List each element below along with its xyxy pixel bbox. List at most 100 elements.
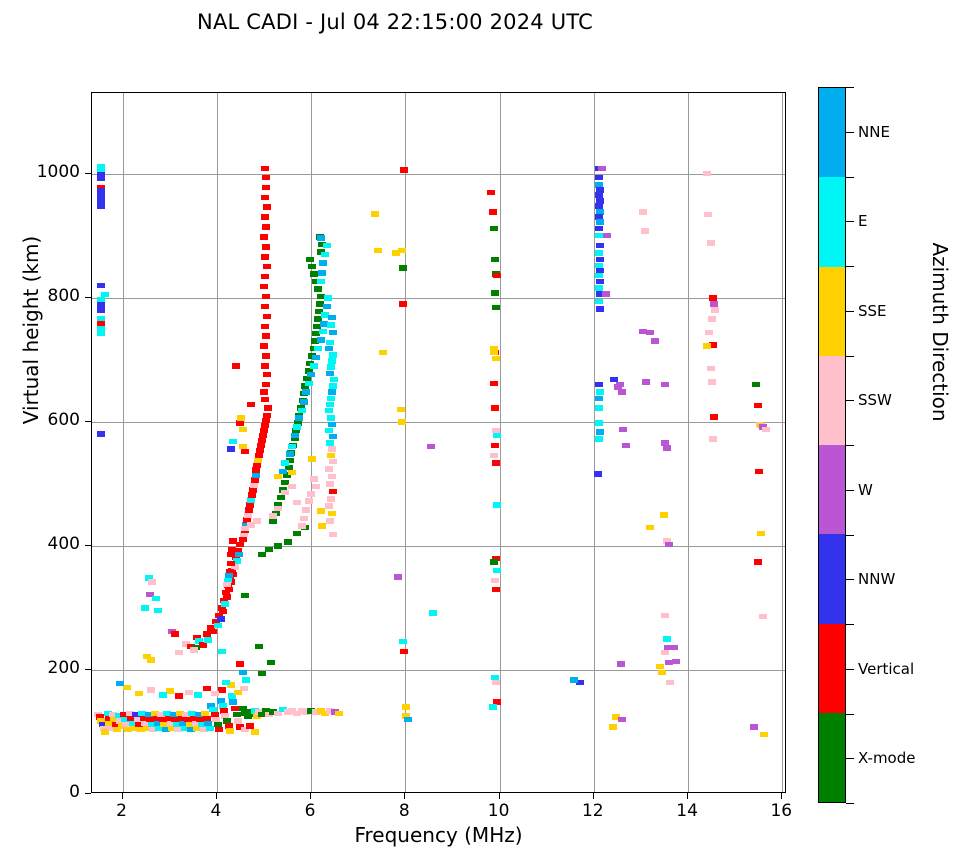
echo-point	[171, 716, 180, 723]
echo-point	[307, 491, 316, 497]
colorbar-tick-edge-5	[846, 534, 854, 536]
echo-point	[246, 401, 255, 408]
echo-point	[326, 452, 335, 458]
echo-point	[97, 431, 106, 437]
echo-point	[402, 704, 411, 710]
echo-point	[109, 711, 118, 718]
echo-point	[177, 715, 186, 722]
echo-point	[489, 345, 498, 352]
colorbar-band-x-mode	[819, 712, 845, 802]
echo-point	[594, 232, 603, 239]
echo-point	[185, 721, 194, 728]
echo-point	[308, 456, 316, 462]
colorbar-ticks	[846, 87, 856, 804]
x-tick-label-2: 2	[116, 801, 127, 821]
echo-point	[708, 295, 717, 301]
echo-point	[219, 708, 228, 714]
echo-point	[318, 241, 327, 248]
echo-point	[198, 642, 207, 648]
echo-point	[262, 412, 271, 419]
echo-point	[490, 256, 499, 262]
colorbar-tick-sse	[846, 310, 854, 312]
echo-point	[97, 163, 106, 169]
echo-point	[397, 247, 406, 254]
echo-point	[326, 395, 335, 401]
echo-point	[224, 577, 233, 584]
echo-point	[262, 244, 271, 250]
echo-point	[97, 307, 106, 313]
echo-point	[276, 494, 285, 501]
x-tick-12	[592, 793, 594, 799]
echo-point	[283, 539, 292, 545]
echo-point	[651, 338, 660, 344]
echo-point	[400, 648, 409, 655]
echo-point	[325, 370, 334, 377]
colorbar-label-nne: NNE	[858, 122, 890, 141]
echo-point	[324, 295, 333, 301]
colorbar-tick-edge-2	[846, 266, 854, 267]
echo-point	[662, 636, 671, 642]
echo-point	[166, 720, 175, 726]
y-tick-0	[85, 793, 91, 794]
echo-point	[595, 187, 604, 193]
echo-point	[397, 419, 406, 425]
echo-point	[97, 330, 106, 337]
echo-point	[662, 538, 671, 544]
colorbar-labels: NNE E SSE SSW W NNW Vertical X-mode	[846, 87, 938, 803]
echo-point	[237, 415, 246, 421]
echo-point	[223, 594, 232, 600]
echo-point	[602, 291, 611, 297]
echo-point	[146, 591, 154, 597]
colorbar-tick-edge-7	[846, 713, 854, 715]
echo-point	[281, 479, 290, 486]
echo-point	[261, 381, 270, 388]
echo-point	[242, 522, 251, 528]
echo-point	[662, 445, 671, 451]
colorbar-tick-edge-0	[846, 87, 854, 88]
echo-point	[309, 476, 318, 482]
echo-point	[259, 432, 267, 439]
echo-point	[493, 432, 502, 439]
echo-point	[490, 577, 499, 584]
echo-point	[257, 711, 266, 718]
echo-point	[575, 679, 584, 686]
echo-point	[288, 708, 297, 714]
echo-point	[284, 464, 293, 471]
echo-point	[97, 193, 106, 200]
echo-point	[260, 303, 269, 310]
colorbar-tick-vertical	[846, 668, 854, 670]
echo-point	[300, 399, 308, 405]
echo-point	[267, 659, 276, 666]
echo-point	[243, 517, 251, 523]
echo-point	[594, 262, 603, 269]
echo-point	[274, 502, 283, 508]
echo-point	[97, 718, 106, 724]
echo-point	[155, 725, 164, 731]
echo-point	[169, 711, 178, 718]
echo-point	[327, 446, 336, 452]
x-tick-6	[310, 793, 312, 799]
echo-point	[290, 432, 299, 439]
echo-point	[216, 616, 225, 622]
echo-point	[708, 342, 717, 348]
echo-point	[238, 426, 247, 432]
echo-point	[288, 443, 297, 450]
echo-point	[136, 726, 145, 733]
echo-point	[399, 638, 407, 645]
echo-point	[260, 422, 269, 429]
x-tick-14	[687, 793, 689, 799]
echo-point	[221, 713, 230, 719]
echo-point	[113, 726, 121, 733]
colorbar-tick-edge-6	[846, 624, 854, 625]
echo-point	[255, 643, 264, 650]
echo-point	[261, 224, 270, 230]
echo-point	[256, 447, 265, 454]
echo-point	[116, 718, 125, 724]
gridline-y-1000	[92, 173, 785, 175]
echo-point	[310, 338, 319, 344]
gridline-x-14	[688, 93, 690, 792]
echo-point	[323, 303, 332, 310]
echo-point	[260, 427, 268, 434]
echo-point	[490, 290, 499, 296]
echo-point	[257, 442, 266, 449]
